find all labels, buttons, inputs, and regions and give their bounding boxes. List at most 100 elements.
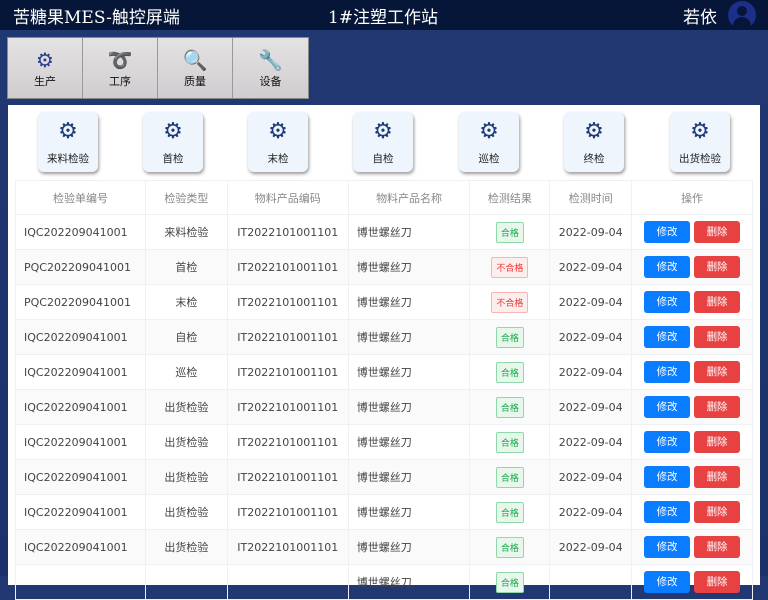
column-header: 物料产品编码	[226, 180, 349, 215]
table-row[interactable]: IQC202209041001 自检 IT2022101001101 博世螺丝刀…	[15, 319, 753, 355]
edit-button[interactable]: 修改	[644, 431, 691, 453]
inspection-categories: ⚙ 来料检验 ⚙ 首检 ⚙ 末检 ⚙ 自检 ⚙ 巡检 ⚙ 终检 ⚙ 出货检验	[8, 112, 760, 174]
edit-button[interactable]: 修改	[644, 466, 691, 488]
nav-label: 质量	[184, 75, 206, 88]
inspection-date: 2022-09-04	[549, 389, 633, 425]
table-row[interactable]: IQC202209041001 出货检验 IT2022101001101 博世螺…	[15, 424, 753, 460]
column-header: 检验类型	[144, 180, 228, 215]
result-cell: 不合格	[469, 284, 551, 320]
avatar-icon[interactable]	[728, 1, 756, 29]
product-name: 博世螺丝刀	[347, 249, 471, 285]
result-badge: 合格	[495, 396, 524, 418]
inspection-date: 2022-09-04	[549, 494, 633, 530]
result-badge: 合格	[495, 326, 524, 348]
nav-production[interactable]: ⚙ 生产	[8, 38, 83, 98]
actions-cell: 修改 删除	[631, 214, 753, 250]
app-title: 苦糖果MES-触控屏端	[13, 8, 180, 28]
product-name: 博世螺丝刀	[347, 424, 471, 460]
edit-button[interactable]: 修改	[644, 326, 691, 348]
category-label: 来料检验	[47, 152, 89, 165]
nav-label: 生产	[34, 75, 56, 88]
category-label: 首检	[162, 152, 184, 165]
column-header: 检测结果	[469, 180, 551, 215]
order-id: IQC202209041001	[15, 459, 146, 495]
gears-icon: ⚙	[163, 118, 183, 144]
delete-button[interactable]: 删除	[694, 291, 741, 313]
result-badge: 不合格	[491, 256, 529, 278]
category-5[interactable]: ⚙ 终检	[564, 112, 624, 172]
product-code	[226, 564, 349, 600]
category-1[interactable]: ⚙ 首检	[143, 112, 203, 172]
product-code: IT2022101001101	[226, 389, 349, 425]
order-id: IQC202209041001	[15, 494, 146, 530]
delete-button[interactable]: 删除	[694, 571, 741, 593]
delete-button[interactable]: 删除	[694, 536, 741, 558]
edit-button[interactable]: 修改	[644, 571, 691, 593]
product-code: IT2022101001101	[226, 459, 349, 495]
category-6[interactable]: ⚙ 出货检验	[670, 112, 730, 172]
product-code: IT2022101001101	[226, 354, 349, 390]
delete-button[interactable]: 删除	[694, 396, 741, 418]
table-row[interactable]: IQC202209041001 巡检 IT2022101001101 博世螺丝刀…	[15, 354, 753, 390]
nav-process[interactable]: ➰ 工序	[83, 38, 158, 98]
delete-button[interactable]: 删除	[694, 221, 741, 243]
delete-button[interactable]: 删除	[694, 501, 741, 523]
inspection-table: 检验单编号 检验类型 物料产品编码 物料产品名称 检测结果 检测时间 操作 IQC20220…	[15, 180, 753, 600]
equipment-icon: 🔧	[258, 48, 283, 72]
table-row[interactable]: IQC202209041001 出货检验 IT2022101001101 博世螺…	[15, 459, 753, 495]
gears-icon: ⚙	[58, 118, 78, 144]
column-header: 操作	[631, 180, 753, 215]
edit-button[interactable]: 修改	[644, 536, 691, 558]
result-cell: 合格	[469, 424, 551, 460]
table-row[interactable]: IQC202209041001 出货检验 IT2022101001101 博世螺…	[15, 389, 753, 425]
edit-button[interactable]: 修改	[644, 501, 691, 523]
table-row[interactable]: PQC202209041001 首检 IT2022101001101 博世螺丝刀…	[15, 249, 753, 285]
user-name[interactable]: 若依	[683, 8, 717, 28]
edit-button[interactable]: 修改	[644, 396, 691, 418]
category-3[interactable]: ⚙ 自检	[353, 112, 413, 172]
product-name: 博世螺丝刀	[347, 354, 471, 390]
product-code: IT2022101001101	[226, 284, 349, 320]
station-title: 1#注塑工作站	[328, 8, 439, 28]
actions-cell: 修改 删除	[631, 529, 753, 565]
edit-button[interactable]: 修改	[644, 291, 691, 313]
inspection-date	[549, 564, 633, 600]
delete-button[interactable]: 删除	[694, 256, 741, 278]
nav-equipment[interactable]: 🔧 设备	[233, 38, 308, 98]
edit-button[interactable]: 修改	[644, 256, 691, 278]
table-row[interactable]: PQC202209041001 末检 IT2022101001101 博世螺丝刀…	[15, 284, 753, 320]
order-id: IQC202209041001	[15, 389, 146, 425]
nav-label: 工序	[109, 75, 131, 88]
table-row[interactable]: IQC202209041001 来料检验 IT2022101001101 博世螺…	[15, 214, 753, 250]
inspection-type: 出货检验	[144, 494, 228, 530]
order-id: PQC202209041001	[15, 249, 146, 285]
category-2[interactable]: ⚙ 末检	[248, 112, 308, 172]
category-4[interactable]: ⚙ 巡检	[459, 112, 519, 172]
inspection-type: 来料检验	[144, 214, 228, 250]
actions-cell: 修改 删除	[631, 249, 753, 285]
actions-cell: 修改 删除	[631, 284, 753, 320]
delete-button[interactable]: 删除	[694, 326, 741, 348]
inspection-type: 末检	[144, 284, 228, 320]
delete-button[interactable]: 删除	[694, 466, 741, 488]
nav-quality[interactable]: 🔍 质量	[158, 38, 233, 98]
inspection-date: 2022-09-04	[549, 214, 633, 250]
inspection-type: 巡检	[144, 354, 228, 390]
table-row[interactable]: IQC202209041001 出货检验 IT2022101001101 博世螺…	[15, 529, 753, 565]
product-name: 博世螺丝刀	[347, 284, 471, 320]
table-row[interactable]: IQC202209041001 出货检验 IT2022101001101 博世螺…	[15, 494, 753, 530]
content-panel: ⚙ 来料检验 ⚙ 首检 ⚙ 末检 ⚙ 自检 ⚙ 巡检 ⚙ 终检 ⚙ 出货检验 检验单编号 检验类型 物料产品编…	[8, 105, 760, 600]
table-row[interactable]: 博世螺丝刀 合格 修改 删除	[15, 564, 753, 600]
delete-button[interactable]: 删除	[694, 431, 741, 453]
edit-button[interactable]: 修改	[644, 221, 691, 243]
delete-button[interactable]: 删除	[694, 361, 741, 383]
gears-icon: ⚙	[690, 118, 710, 144]
category-0[interactable]: ⚙ 来料检验	[38, 112, 98, 172]
top-bar: 苦糖果MES-触控屏端 1#注塑工作站 若依	[0, 0, 768, 30]
column-header: 检验单编号	[15, 180, 146, 215]
inspection-type: 首检	[144, 249, 228, 285]
edit-button[interactable]: 修改	[644, 361, 691, 383]
product-code: IT2022101001101	[226, 319, 349, 355]
result-cell: 合格	[469, 529, 551, 565]
main-nav: ⚙ 生产 ➰ 工序 🔍 质量 🔧 设备	[7, 37, 309, 99]
